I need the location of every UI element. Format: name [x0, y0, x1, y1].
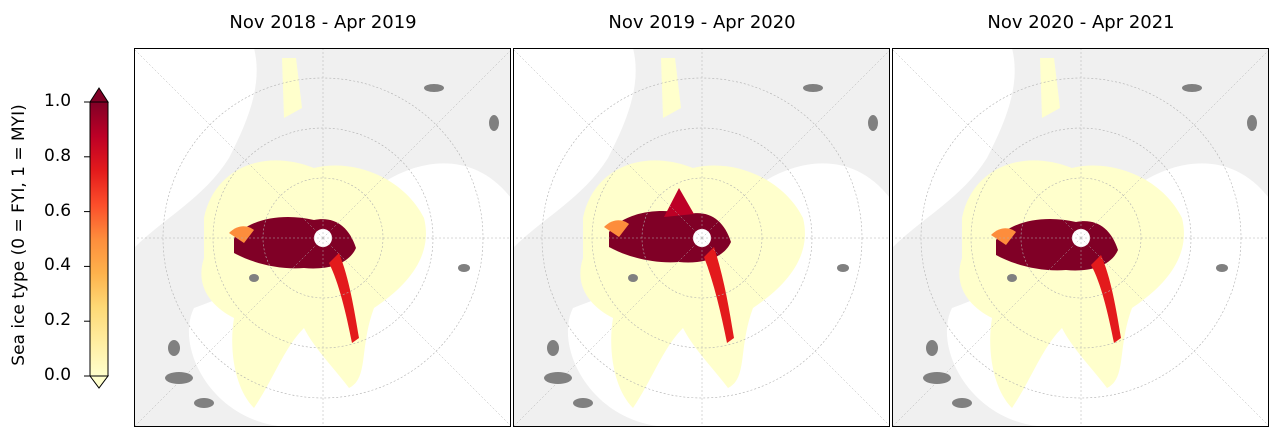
first-year-ice	[282, 58, 302, 118]
colorbar-extend-max	[89, 87, 109, 103]
land-feature	[923, 372, 951, 384]
ocean-area	[892, 48, 1015, 248]
graticule-meridian	[134, 237, 324, 427]
land-feature	[1007, 274, 1017, 282]
graticule-meridian	[134, 48, 324, 239]
colorbar-tick-label: 0.8	[44, 145, 72, 166]
land-feature	[1216, 264, 1228, 272]
land-feature	[573, 398, 593, 408]
mixed-ice	[704, 247, 734, 343]
colorbar-tick-label: 0.2	[44, 310, 72, 331]
land-feature	[868, 115, 878, 131]
mixed-ice	[329, 253, 359, 343]
graticule-meridian	[322, 237, 511, 427]
land-feature	[544, 372, 572, 384]
colorbar-gradient	[89, 101, 109, 377]
map-panel-2	[513, 48, 890, 427]
map-frame	[513, 48, 890, 427]
graticule-meridian	[322, 49, 511, 239]
land-feature	[249, 274, 259, 282]
colorbar-tick-label: 0.0	[44, 365, 72, 385]
land-feature	[1182, 84, 1202, 92]
land-feature	[194, 398, 214, 408]
first-year-ice	[661, 58, 681, 118]
colorbar-label: Sea ice type (0 = FYI, 1 = MYI)	[9, 104, 29, 365]
land-feature	[458, 264, 470, 272]
colorbar-tick-label: 0.6	[44, 200, 72, 221]
first-year-ice	[1040, 58, 1060, 118]
colorbar-label-container: Sea ice type (0 = FYI, 1 = MYI)	[9, 104, 29, 365]
map-frame	[892, 48, 1269, 427]
land-feature	[926, 340, 938, 356]
panel-title-3: Nov 2020 - Apr 2021	[987, 12, 1175, 33]
land-feature	[165, 372, 193, 384]
land-feature	[424, 84, 444, 92]
land-feature	[489, 115, 499, 131]
land-feature	[837, 264, 849, 272]
colorbar	[84, 87, 109, 389]
multi-year-ice	[609, 211, 731, 263]
first-year-ice	[959, 160, 1184, 408]
map-panel-3	[892, 48, 1269, 427]
mixed-ice	[1091, 255, 1121, 343]
land-feature	[952, 398, 972, 408]
panel-title-1: Nov 2018 - Apr 2019	[229, 12, 417, 33]
ocean-area	[134, 48, 257, 248]
mixed-ice	[991, 228, 1016, 245]
map-panel-1	[134, 48, 511, 427]
land-feature	[1247, 115, 1257, 131]
panel-title-2: Nov 2019 - Apr 2020	[608, 12, 796, 33]
mixed-ice	[229, 226, 254, 243]
colorbar-extend-min	[89, 375, 109, 389]
multi-year-ice	[664, 188, 694, 217]
mixed-ice	[604, 220, 629, 237]
colorbar-tick-label: 1.0	[44, 91, 72, 111]
ocean-area	[513, 48, 636, 248]
land-feature	[628, 274, 638, 282]
land-feature	[547, 340, 559, 356]
land-feature	[168, 340, 180, 356]
colorbar-tick-label: 0.4	[44, 255, 72, 276]
land-feature	[803, 84, 823, 92]
map-frame	[134, 48, 511, 427]
